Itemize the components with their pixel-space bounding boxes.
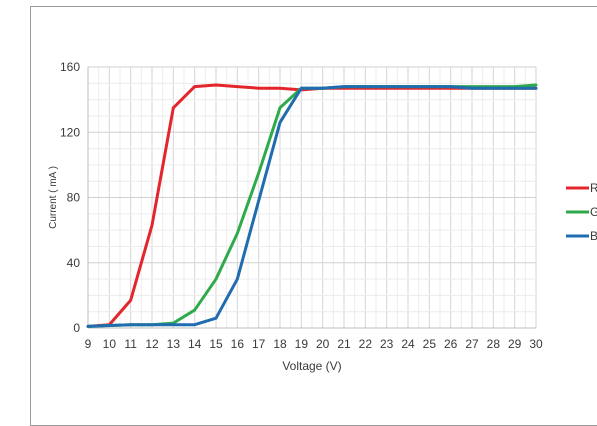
x-tick-label: 22	[359, 337, 373, 351]
y-tick-label: 120	[60, 125, 80, 139]
legend: RGB	[566, 181, 597, 243]
legend-label-b: B	[590, 229, 597, 243]
x-tick-label: 18	[273, 337, 287, 351]
x-tick-label: 19	[295, 337, 309, 351]
x-tick-label: 13	[167, 337, 181, 351]
x-tick-label: 11	[124, 337, 137, 351]
line-chart: 9 10 11 12 13 14 15 16 17 18 19 20 21 22 23 24 25 26 27 28 2…	[48, 60, 597, 373]
y-tick-label: 0	[73, 321, 80, 335]
y-axis-title: Current ( mA )	[48, 166, 59, 229]
chart-frame	[30, 6, 597, 426]
y-tick-label: 80	[67, 191, 81, 205]
x-tick-label: 17	[252, 337, 266, 351]
x-tick-label: 12	[145, 337, 159, 351]
axes: 9 10 11 12 13 14 15 16 17 18 19 20 21 22 23 24 25 26 27 28 2…	[60, 60, 543, 351]
x-axis-title: Voltage (V)	[282, 359, 341, 373]
y-tick-label: 160	[60, 60, 80, 74]
x-tick-label: 16	[231, 337, 245, 351]
legend-label-g: G	[590, 205, 597, 219]
series-line-b	[86, 85, 538, 328]
x-tick-label: 24	[401, 337, 415, 351]
series-lines	[86, 83, 538, 328]
x-tick-label: 27	[465, 337, 479, 351]
x-tick-label: 10	[103, 337, 117, 351]
x-tick-label: 14	[188, 337, 202, 351]
x-tick-label: 28	[487, 337, 501, 351]
x-tick-label: 30	[529, 337, 543, 351]
x-tick-label: 29	[508, 337, 522, 351]
y-tick-label: 40	[67, 256, 81, 270]
x-tick-label: 25	[423, 337, 437, 351]
x-tick-label: 15	[209, 337, 223, 351]
x-tick-label: 20	[316, 337, 330, 351]
legend-label-r: R	[590, 181, 597, 195]
x-tick-label: 9	[85, 337, 92, 351]
x-tick-label: 23	[380, 337, 394, 351]
x-tick-label: 26	[444, 337, 458, 351]
grid	[87, 66, 537, 329]
x-tick-label: 21	[337, 337, 351, 351]
